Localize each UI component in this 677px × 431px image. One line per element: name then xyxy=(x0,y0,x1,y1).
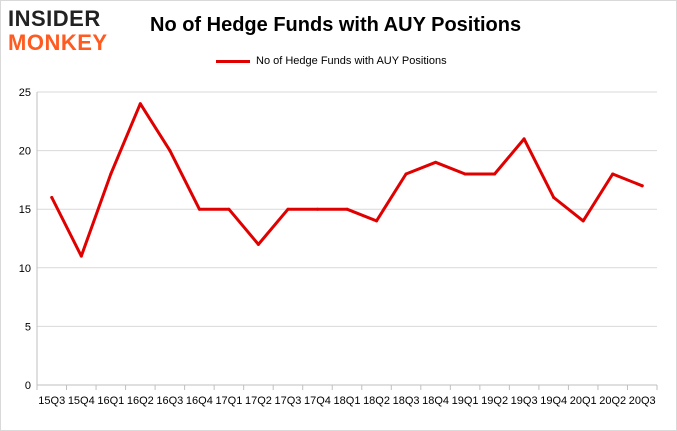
x-tick-label: 17Q4 xyxy=(304,395,331,407)
data-point xyxy=(227,207,231,211)
chart-title: No of Hedge Funds with AUY Positions xyxy=(150,14,522,36)
x-tick-label: 15Q3 xyxy=(38,395,65,407)
y-tick-label: 10 xyxy=(19,263,31,275)
data-point xyxy=(345,207,349,211)
data-point xyxy=(256,242,260,246)
data-point xyxy=(109,172,113,176)
data-point xyxy=(404,172,408,176)
series-line xyxy=(50,102,644,258)
x-tick-label: 17Q3 xyxy=(274,395,301,407)
x-tick-label: 18Q3 xyxy=(393,395,420,407)
data-point xyxy=(434,160,438,164)
x-tick-label: 18Q4 xyxy=(422,395,449,407)
x-tick-label: 17Q2 xyxy=(245,395,272,407)
x-tick-label: 16Q1 xyxy=(97,395,124,407)
logo-line-2: MONKEY xyxy=(8,30,108,55)
data-point xyxy=(50,195,54,199)
insider-monkey-logo: INSIDER MONKEY xyxy=(8,8,128,56)
x-tick-label: 19Q2 xyxy=(481,395,508,407)
x-tick-label: 18Q2 xyxy=(363,395,390,407)
data-point xyxy=(138,102,142,106)
x-tick-label: 20Q1 xyxy=(570,395,597,407)
x-tick-label: 19Q3 xyxy=(511,395,538,407)
y-tick-label: 20 xyxy=(19,146,31,158)
y-tick-label: 0 xyxy=(25,380,31,392)
logo-line-1: INSIDER xyxy=(8,6,101,31)
chart-legend: No of Hedge Funds with AUY Positions xyxy=(216,55,447,67)
data-point xyxy=(375,219,379,223)
x-tick-label: 15Q4 xyxy=(68,395,95,407)
data-point xyxy=(581,219,585,223)
data-point xyxy=(640,184,644,188)
data-point xyxy=(493,172,497,176)
y-tick-label: 15 xyxy=(19,204,31,216)
data-point xyxy=(168,149,172,153)
x-tick-label: 19Q1 xyxy=(452,395,479,407)
legend-label: No of Hedge Funds with AUY Positions xyxy=(256,55,447,67)
data-point xyxy=(611,172,615,176)
x-tick-label: 16Q3 xyxy=(156,395,183,407)
data-point xyxy=(79,254,83,258)
y-tick-label: 5 xyxy=(25,321,31,333)
y-tick-label: 25 xyxy=(19,87,31,99)
x-tick-label: 17Q1 xyxy=(215,395,242,407)
data-point xyxy=(315,207,319,211)
x-tick-label: 20Q2 xyxy=(599,395,626,407)
data-point xyxy=(286,207,290,211)
x-tick-label: 18Q1 xyxy=(334,395,361,407)
data-point xyxy=(552,195,556,199)
data-point xyxy=(463,172,467,176)
data-point xyxy=(522,137,526,141)
x-tick-label: 16Q4 xyxy=(186,395,213,407)
x-tick-label: 20Q3 xyxy=(629,395,656,407)
data-point xyxy=(197,207,201,211)
x-tick-label: 19Q4 xyxy=(540,395,567,407)
legend-swatch xyxy=(216,59,250,63)
x-tick-label: 16Q2 xyxy=(127,395,154,407)
